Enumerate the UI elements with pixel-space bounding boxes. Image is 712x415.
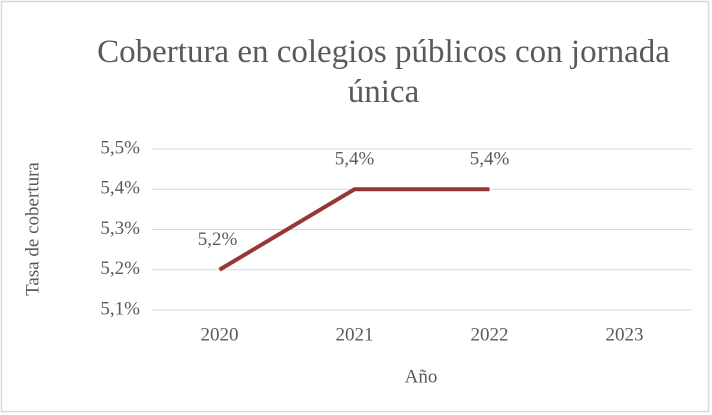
data-label: 5,4% (470, 149, 510, 170)
y-tick-label: 5,1% (100, 298, 140, 319)
x-tick-label: 2023 (606, 324, 644, 345)
y-tick-label: 5,5% (100, 137, 140, 158)
x-tick-label: 2020 (201, 324, 239, 345)
y-tick-label: 5,4% (100, 178, 140, 199)
data-label: 5,4% (335, 149, 375, 170)
line (218, 187, 490, 272)
y-tick-label: 5,3% (100, 218, 140, 239)
data-label: 5,2% (198, 229, 238, 250)
x-axis-label: Año (405, 366, 438, 387)
y-axis-label: Tasa de cobertura (22, 162, 43, 296)
x-tick-label: 2022 (471, 324, 509, 345)
chart-title: Cobertura en colegios públicos con jorna… (97, 34, 670, 110)
x-tick-label: 2021 (336, 324, 374, 345)
y-tick-label: 5,2% (100, 258, 140, 279)
